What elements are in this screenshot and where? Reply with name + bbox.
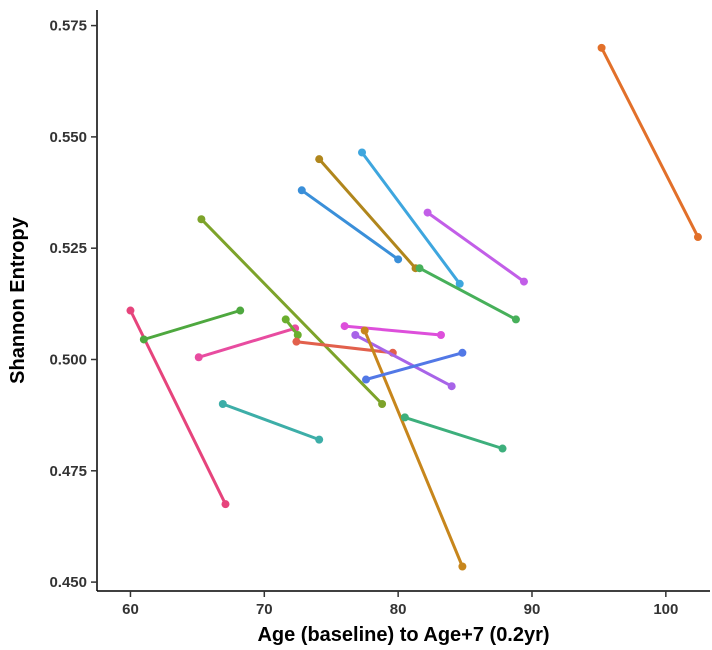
data-point xyxy=(455,279,464,288)
data-point xyxy=(126,306,135,315)
series-line xyxy=(199,217,384,406)
data-point xyxy=(378,400,387,409)
y-axis-title: Shannon Entropy xyxy=(7,216,29,384)
data-point xyxy=(315,155,324,164)
series-line xyxy=(360,151,462,286)
series-line xyxy=(197,326,297,359)
data-point xyxy=(218,400,227,409)
data-point xyxy=(340,322,349,331)
data-point xyxy=(458,348,467,357)
series-8 xyxy=(297,186,403,264)
data-point xyxy=(400,413,409,422)
series-2 xyxy=(139,306,245,344)
x-tick-label: 100 xyxy=(653,601,678,618)
data-point xyxy=(519,277,528,286)
data-point xyxy=(197,215,206,224)
data-point xyxy=(236,306,245,315)
series-9 xyxy=(315,155,420,273)
x-tick-label: 80 xyxy=(390,601,407,618)
x-tick-label: 90 xyxy=(524,601,541,618)
data-point xyxy=(281,315,290,324)
y-tick-label: 0.475 xyxy=(49,463,87,480)
series-line xyxy=(294,340,395,355)
data-point xyxy=(221,500,230,509)
x-axis-title: Age (baseline) to Age+7 (0.2yr) xyxy=(257,624,549,646)
y-tick-label: 0.450 xyxy=(49,574,87,591)
x-axis: 60 70 80 90 100 xyxy=(97,590,710,618)
series-15 xyxy=(400,413,507,453)
data-point xyxy=(292,337,301,346)
data-point xyxy=(360,326,369,335)
data-point xyxy=(597,43,606,52)
series-10 xyxy=(340,322,445,340)
data-point xyxy=(358,148,367,157)
series-line xyxy=(142,309,242,341)
data-point xyxy=(297,186,306,195)
series-line xyxy=(343,324,443,337)
series-1 xyxy=(126,306,230,509)
series-line xyxy=(129,309,227,506)
data-point xyxy=(139,335,148,344)
series-line xyxy=(317,157,417,270)
y-tick-label: 0.575 xyxy=(49,18,87,35)
series-5 xyxy=(218,400,324,444)
data-point xyxy=(458,562,467,571)
data-point xyxy=(447,382,456,391)
y-axis: 0.450 0.475 0.500 0.525 0.550 0.575 xyxy=(49,10,98,591)
series-line xyxy=(221,402,321,442)
series-line xyxy=(300,188,400,261)
series-14 xyxy=(362,348,467,384)
data-point xyxy=(436,331,445,340)
series-6 xyxy=(281,315,302,340)
x-tick-label: 60 xyxy=(122,601,139,618)
series-3 xyxy=(194,324,300,362)
data-point xyxy=(511,315,520,324)
series-line xyxy=(600,46,700,239)
series-13 xyxy=(360,326,467,571)
series-layer xyxy=(126,43,702,571)
y-tick-label: 0.550 xyxy=(49,129,87,146)
data-point xyxy=(394,255,403,264)
data-point xyxy=(315,435,324,444)
series-4 xyxy=(197,215,387,409)
series-12 xyxy=(358,148,464,288)
series-line xyxy=(364,351,464,381)
data-point xyxy=(423,208,432,217)
series-line xyxy=(426,211,526,284)
data-point xyxy=(415,264,424,273)
series-line xyxy=(403,415,504,450)
y-tick-label: 0.500 xyxy=(49,351,87,368)
y-tick-label: 0.525 xyxy=(49,240,87,257)
x-tick-label: 70 xyxy=(256,601,273,618)
data-point xyxy=(498,444,507,453)
data-point xyxy=(351,331,360,340)
series-18 xyxy=(597,43,702,242)
data-point xyxy=(362,375,371,384)
series-17 xyxy=(423,208,528,286)
data-point xyxy=(693,233,702,242)
series-line xyxy=(363,329,464,568)
data-point xyxy=(293,331,302,340)
series-line xyxy=(418,266,518,321)
series-16 xyxy=(415,264,520,324)
data-point xyxy=(194,353,203,362)
